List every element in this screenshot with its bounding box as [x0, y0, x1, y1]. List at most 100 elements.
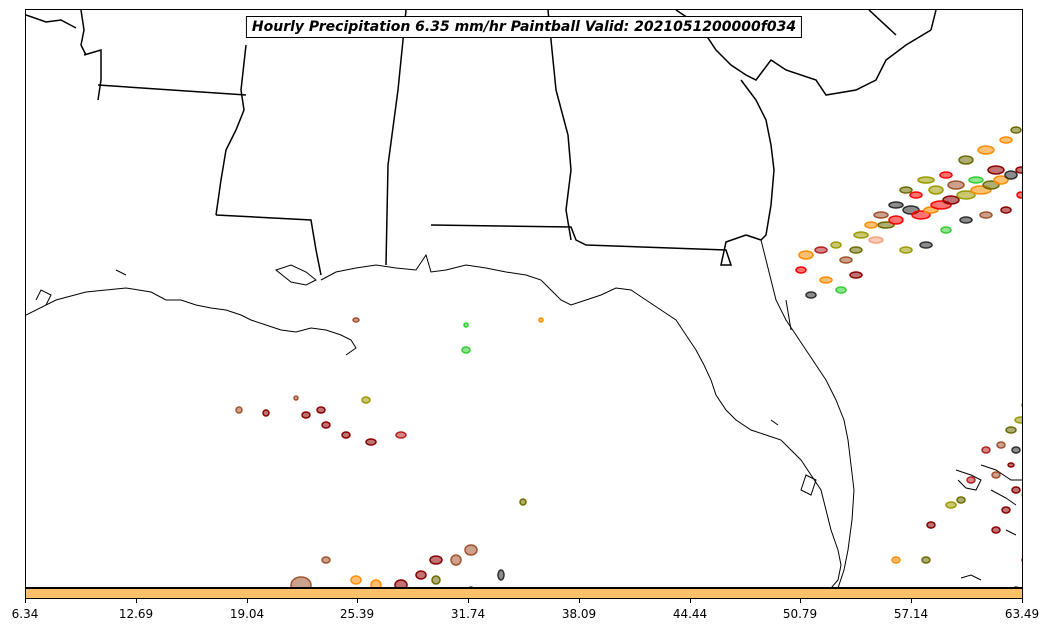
- paintball-blob: [993, 175, 1009, 185]
- paintball-blob: [996, 441, 1006, 449]
- paintball-blob: [909, 191, 923, 199]
- colorbar-tick-label: 38.09: [561, 607, 597, 621]
- paintball-blob: [899, 186, 913, 194]
- paintball-blob: [888, 201, 904, 209]
- paintball-blob: [830, 241, 842, 249]
- paintball-blob: [849, 246, 863, 254]
- paintball-blob: [958, 155, 974, 165]
- paintball-blob: [1015, 166, 1022, 174]
- paintball-blob: [497, 569, 505, 581]
- paintball-blob: [1021, 557, 1022, 563]
- paintball-blob: [853, 231, 869, 239]
- paintball-blob: [873, 211, 889, 219]
- colorbar-ticks: 6.34 12.69 19.04 25.39 31.74 38.09 44.44 50.79 5…: [12, 599, 1039, 633]
- colorbar-tick-label: 19.04: [229, 607, 265, 621]
- colorbar-tick-label: 31.74: [450, 607, 486, 621]
- paintball-blob: [981, 446, 991, 454]
- paintball-blob: [977, 145, 995, 155]
- colorbar-tick: [247, 599, 248, 603]
- precipitation-paintballs: [235, 126, 1022, 587]
- colorbar-tick-label: 25.39: [339, 607, 375, 621]
- coastline: [26, 239, 1022, 587]
- paintball-blob: [956, 496, 966, 504]
- paintball-blob: [805, 291, 817, 299]
- paintball-blob: [316, 406, 326, 414]
- paintball-blob: [463, 322, 469, 328]
- colorbar-tick: [468, 599, 469, 603]
- paintball-blob: [394, 579, 408, 587]
- paintball-blob: [321, 421, 331, 429]
- paintball-blob: [341, 431, 351, 439]
- paintball-blob: [940, 226, 952, 234]
- state-boundaries: [26, 10, 937, 276]
- paintball-blob: [839, 256, 853, 264]
- paintball-blob: [926, 521, 936, 529]
- paintball-blob: [1021, 492, 1022, 498]
- paintball-blob: [868, 236, 884, 244]
- paintball-blob: [538, 317, 544, 323]
- paintball-blob: [798, 250, 814, 260]
- colorbar-tick: [136, 599, 137, 603]
- colorbar-tick-label: 6.34: [11, 607, 39, 621]
- paintball-blob: [911, 210, 931, 220]
- paintball-blob: [945, 501, 957, 509]
- paintball-blob: [819, 276, 833, 284]
- paintball-blob: [1011, 486, 1021, 494]
- paintball-blob: [921, 556, 931, 564]
- paintball-blob: [1004, 170, 1018, 180]
- paintball-blob: [956, 190, 976, 200]
- paintball-blob: [814, 246, 828, 254]
- paintball-blob: [1000, 206, 1012, 214]
- paintball-blob: [293, 395, 299, 401]
- paintball-blob: [959, 216, 973, 224]
- colorbar-tick: [911, 599, 912, 603]
- paintball-blob: [939, 171, 953, 179]
- paintball-blob: [1005, 426, 1017, 434]
- paintball-blob: [877, 221, 895, 229]
- paintball-blob: [917, 176, 935, 184]
- map-panel: Hourly Precipitation 6.35 mm/hr Paintbal…: [25, 9, 1023, 588]
- paintball-blob: [1021, 402, 1022, 408]
- paintball-blob: [1011, 446, 1021, 454]
- paintball-blob: [899, 246, 913, 254]
- paintball-blob: [370, 579, 382, 587]
- paintball-blob: [947, 180, 965, 190]
- colorbar-tick: [690, 599, 691, 603]
- paintball-blob: [415, 570, 427, 580]
- paintball-blob: [235, 406, 243, 414]
- paintball-blob: [919, 241, 933, 249]
- paintball-blob: [991, 526, 1001, 534]
- paintball-blob: [352, 317, 360, 323]
- paintball-blob: [464, 544, 478, 556]
- paintball-blob: [979, 211, 993, 219]
- paintball-blob: [365, 438, 377, 446]
- paintball-blob: [429, 555, 443, 565]
- paintball-blob: [361, 396, 371, 404]
- paintball-blob: [942, 195, 960, 205]
- colorbar-tick-label: 44.44: [672, 607, 708, 621]
- paintball-blob: [1001, 506, 1011, 514]
- paintball-blob: [290, 576, 312, 587]
- paintball-blob: [891, 556, 901, 564]
- colorbar-tick: [800, 599, 801, 603]
- colorbar-tick: [1022, 599, 1023, 603]
- paintball-blob: [450, 554, 462, 566]
- paintball-blob: [461, 346, 471, 354]
- colorbar-tick-label: 12.69: [118, 607, 154, 621]
- paintball-blob: [968, 176, 984, 184]
- paintball-blob: [888, 215, 904, 225]
- paintball-blob: [431, 575, 441, 585]
- paintball-blob: [321, 556, 331, 564]
- paintball-blob: [966, 476, 976, 484]
- paintball-blob: [262, 409, 270, 417]
- colorbar-tick-label: 63.49: [1004, 607, 1040, 621]
- paintball-blob: [1014, 416, 1022, 424]
- paintball-blob: [395, 431, 407, 439]
- paintball-blob: [864, 221, 878, 229]
- colorbar-tick: [25, 599, 26, 603]
- colorbar-tick: [357, 599, 358, 603]
- map-title: Hourly Precipitation 6.35 mm/hr Paintbal…: [245, 16, 803, 38]
- paintball-blob: [301, 411, 311, 419]
- paintball-blob: [999, 136, 1013, 144]
- paintball-blob: [849, 271, 863, 279]
